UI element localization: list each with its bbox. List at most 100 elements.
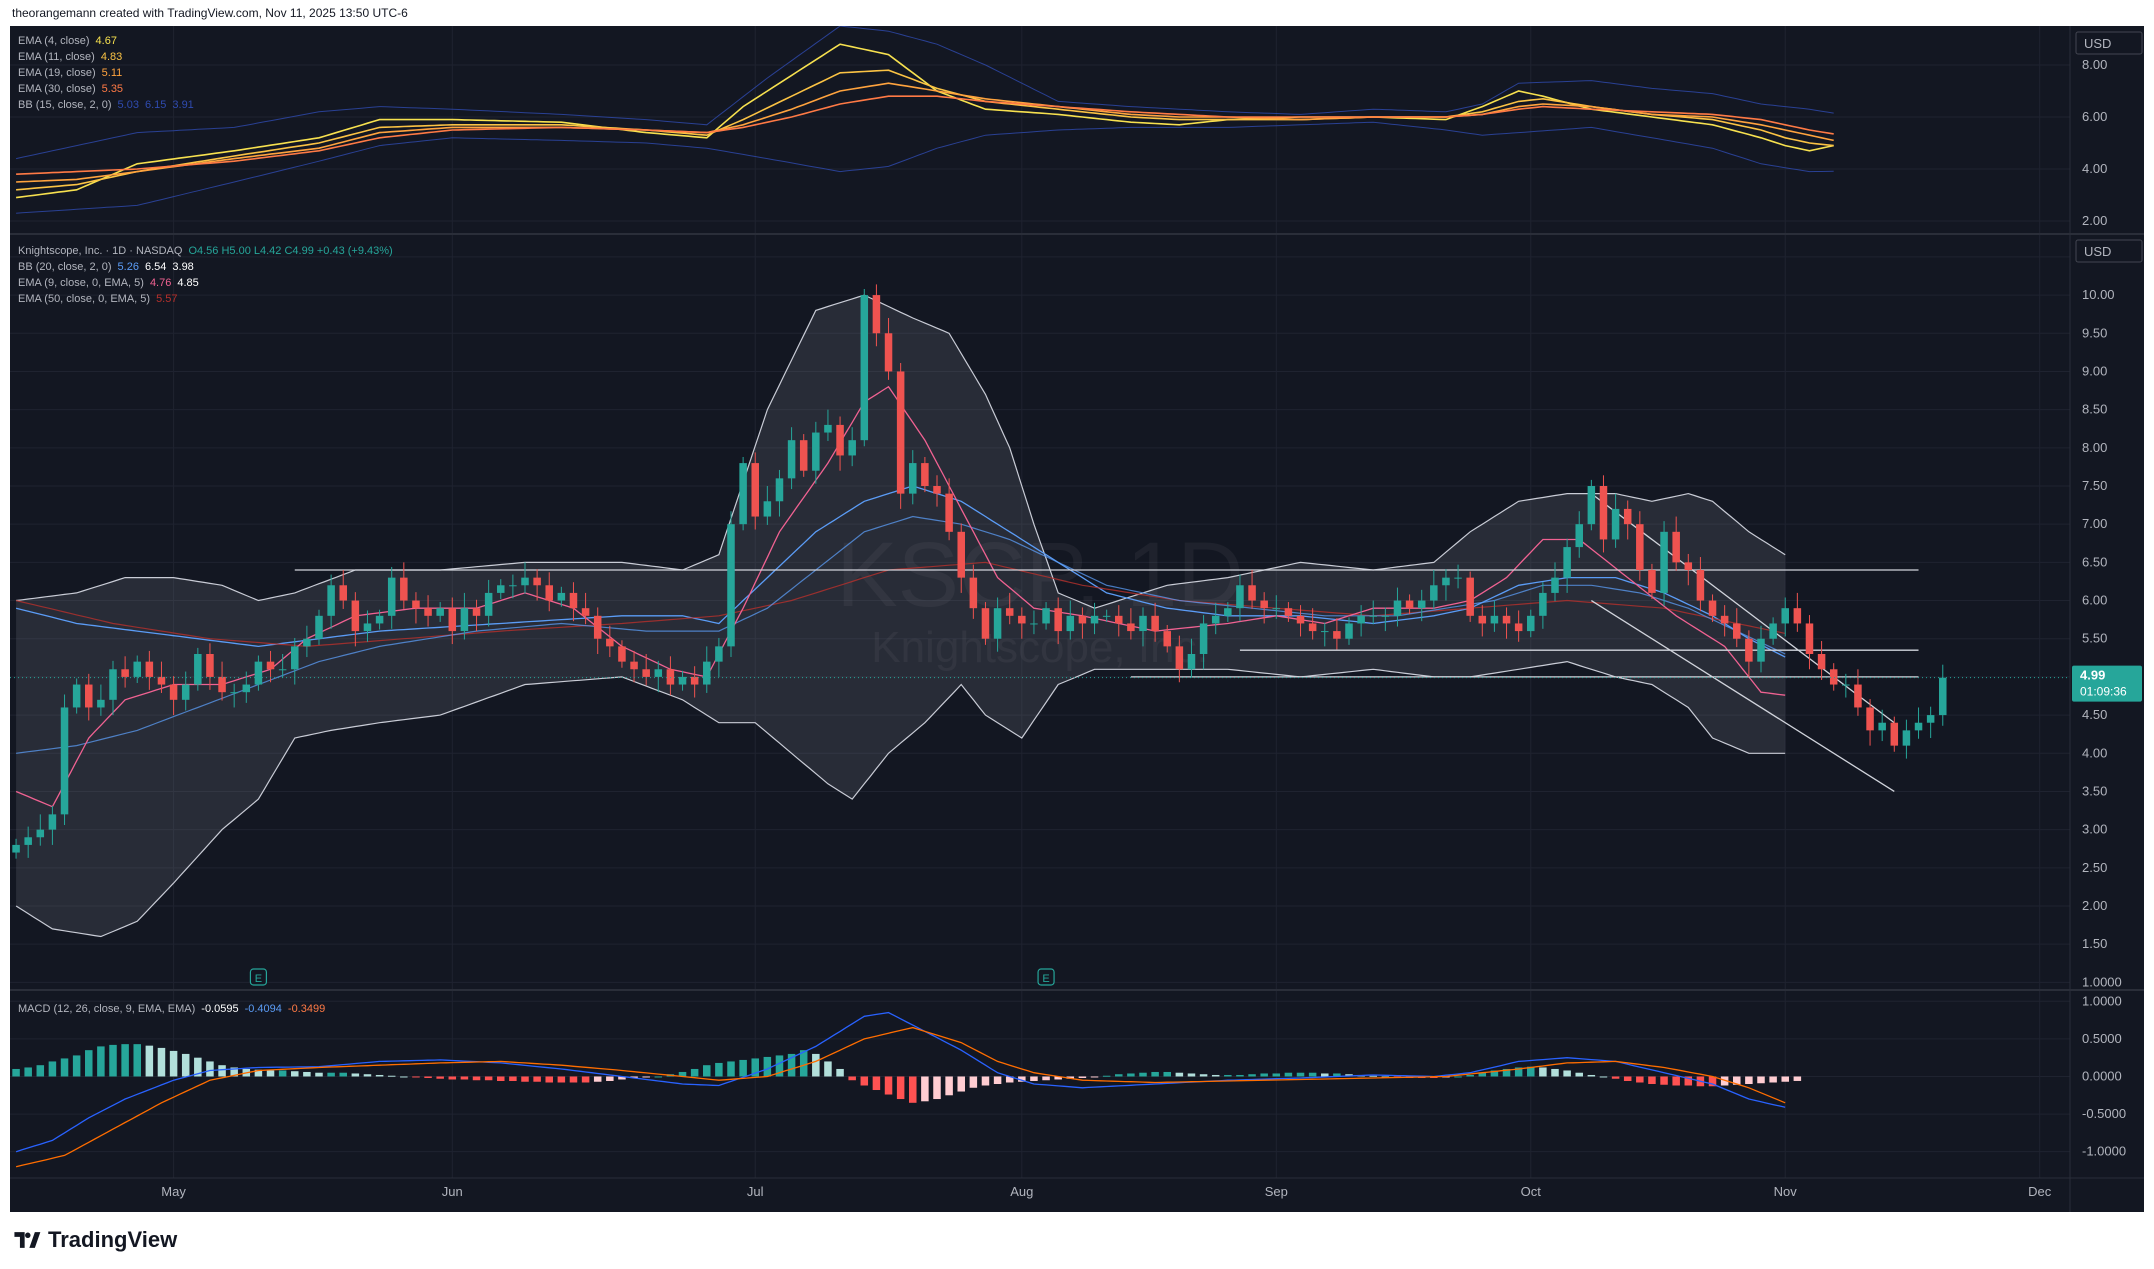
macd-histogram-bar xyxy=(1527,1066,1535,1077)
macd-histogram-bar xyxy=(169,1050,178,1077)
candle-body xyxy=(60,707,69,815)
ema-legend-row: EMA (30, close) 5.35 xyxy=(18,83,123,95)
attribution-text: theorangemann created with TradingView.c… xyxy=(12,6,408,20)
candle-body xyxy=(1563,547,1571,578)
month-label: Sep xyxy=(1265,1184,1288,1199)
candle-body xyxy=(12,844,20,853)
macd-histogram-bar xyxy=(436,1076,444,1079)
price-axis[interactable]: 8.006.004.002.0010.5010.009.509.008.508.… xyxy=(2082,57,2126,1159)
candle-body xyxy=(509,585,517,587)
candle-body xyxy=(72,684,81,708)
candle-body xyxy=(860,295,869,441)
macd-histogram-bar xyxy=(1030,1076,1038,1081)
macd-histogram-bar xyxy=(981,1076,990,1086)
candle-body xyxy=(993,608,1002,639)
macd-histogram-bar xyxy=(1248,1074,1256,1077)
bollinger-band-fill xyxy=(16,295,1786,937)
candle-body xyxy=(424,608,432,616)
candle-body xyxy=(1066,615,1075,632)
candle-body xyxy=(169,684,178,700)
macd-histogram-bar xyxy=(1514,1067,1523,1077)
candle-body xyxy=(1005,608,1014,616)
time-axis[interactable]: May Jun Jul Aug Sep Oct Nov Dec xyxy=(161,1184,2051,1199)
earnings-marker-box xyxy=(249,968,268,986)
macd-histogram-bar xyxy=(884,1076,893,1095)
macd-histogram-bar xyxy=(739,1059,747,1077)
candle-body xyxy=(1636,524,1644,570)
candle-body xyxy=(181,684,190,700)
candle-body xyxy=(291,646,299,670)
candle-body xyxy=(921,463,929,486)
price-axis-tick: 7.00 xyxy=(2082,516,2107,531)
candle-body xyxy=(387,577,396,616)
price-axis-tick: 7.50 xyxy=(2082,478,2107,493)
ema-pane[interactable] xyxy=(15,26,1834,214)
earnings-marker[interactable]: E xyxy=(249,968,268,986)
macd-histogram-bar xyxy=(775,1055,784,1077)
macd-histogram-bar xyxy=(12,1068,20,1077)
last-price-label[interactable]: 4.99 01:09:36 xyxy=(2072,665,2142,702)
earnings-marker[interactable]: E xyxy=(1037,968,1055,986)
month-label: Dec xyxy=(2028,1184,2052,1199)
macd-histogram-bar xyxy=(1563,1070,1571,1077)
macd-histogram-bar xyxy=(1793,1076,1802,1081)
candle-body xyxy=(654,669,663,677)
macd-histogram-bar xyxy=(278,1070,287,1077)
macd-histogram-bar xyxy=(618,1076,626,1080)
earnings-marker-box xyxy=(1037,968,1055,986)
bar-countdown: 01:09:36 xyxy=(2080,685,2127,699)
candle-body xyxy=(557,592,566,601)
macd-histogram-bar xyxy=(448,1076,457,1080)
ema-50-line xyxy=(15,561,1786,648)
price-axis-tick: 0.0000 xyxy=(2082,1068,2122,1083)
candle-body xyxy=(884,333,893,372)
candle-body xyxy=(1224,608,1232,616)
bollinger-lower xyxy=(15,660,1786,938)
macd-histogram-bar xyxy=(97,1046,105,1077)
last-price: 4.99 xyxy=(2080,668,2105,683)
candle-body xyxy=(812,432,820,471)
ema-50-line xyxy=(16,515,1786,754)
currency-badge-top[interactable]: USD xyxy=(2075,31,2143,55)
candle-body xyxy=(1926,715,1935,723)
candle-body xyxy=(351,600,360,632)
tradingview-logo[interactable]: TradingView xyxy=(12,1227,177,1253)
main-legend: Knightscope, Inc. · 1D · NASDAQ O4.56 H5.… xyxy=(18,245,393,305)
macd-pane[interactable] xyxy=(12,1011,1802,1168)
macd-histogram-bar xyxy=(60,1058,69,1077)
macd-histogram-bar xyxy=(557,1076,566,1083)
candle-body xyxy=(242,684,251,693)
candle-body xyxy=(206,654,214,677)
macd-histogram-bar xyxy=(1636,1076,1644,1083)
candle-body xyxy=(1248,585,1256,601)
price-axis-tick: 4.50 xyxy=(2082,707,2107,722)
currency-badge-main[interactable]: USD xyxy=(2075,239,2143,263)
macd-histogram-bar xyxy=(1211,1074,1220,1077)
candle-body xyxy=(218,676,226,693)
candle-body xyxy=(436,608,444,616)
macd-histogram-bar xyxy=(1575,1072,1583,1077)
candle-body xyxy=(1599,486,1608,540)
candle-body xyxy=(1527,615,1535,632)
price-axis-tick: 8.00 xyxy=(2082,440,2107,455)
month-label: Nov xyxy=(1774,1184,1798,1199)
macd-histogram-bar xyxy=(1224,1074,1232,1077)
macd-histogram-bar xyxy=(121,1044,129,1077)
macd-histogram-bar xyxy=(715,1062,723,1077)
macd-histogram-bar xyxy=(1745,1076,1753,1084)
macd-histogram-bar xyxy=(957,1076,965,1092)
trend-channel-line xyxy=(1591,599,1895,793)
macd-histogram-bar xyxy=(1611,1076,1620,1079)
macd-histogram-bar xyxy=(787,1053,796,1077)
macd-histogram-bar xyxy=(1236,1074,1244,1077)
top-bar: theorangemann created with TradingView.c… xyxy=(0,0,2154,26)
macd-histogram-bar xyxy=(1175,1072,1184,1077)
candle-body xyxy=(1090,615,1099,624)
candle-body xyxy=(678,676,687,685)
candle-body xyxy=(1466,577,1474,616)
footer: TradingView xyxy=(0,1212,2154,1269)
candle-body xyxy=(969,577,978,609)
candle-body xyxy=(1696,570,1705,601)
